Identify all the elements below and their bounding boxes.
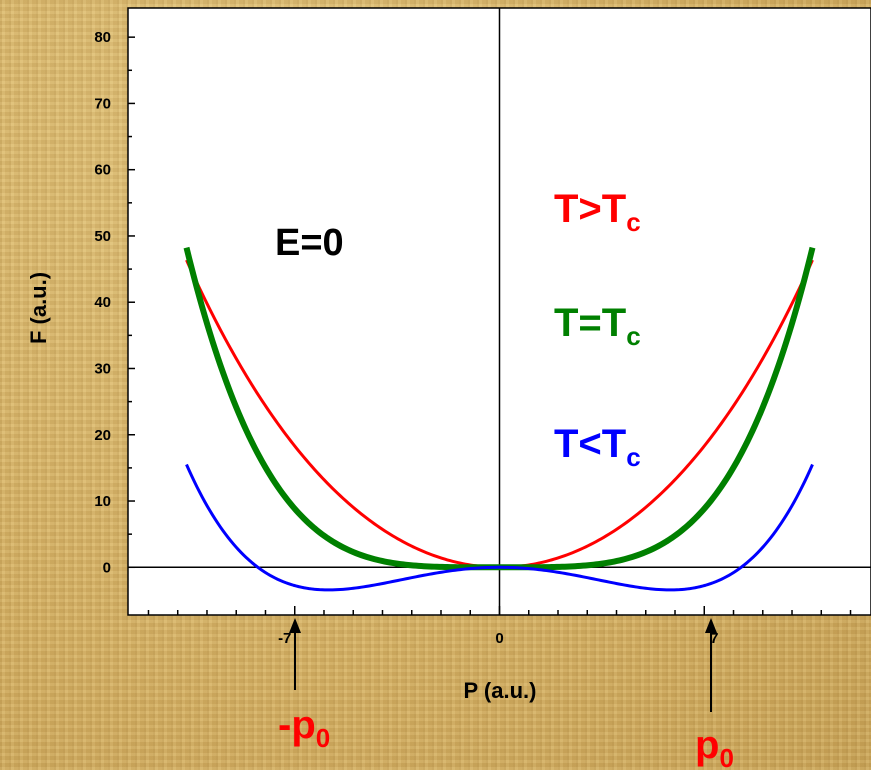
series-line-2 [185,463,814,592]
x-tick-label: 7 [710,630,718,647]
y-tick-label: 70 [94,95,111,112]
x-tick-label: 0 [495,630,503,647]
condition-label: E=0 [275,222,344,264]
y-tick-label: 40 [94,294,111,311]
x-axis-title: P (a.u.) [464,678,537,703]
label-neg-p0: -p0 [278,703,330,753]
series-labels: T>Tc T=Tc T<Tc [554,187,641,472]
x-tick-label: -7 [278,630,291,647]
y-tick-label: 60 [94,162,111,179]
label-t-equals-tc: T=Tc [554,301,641,351]
curves [183,246,816,592]
label-t-above-tc: T>Tc [554,187,641,237]
axis-ticks: 0 10 20 30 40 50 60 70 80 -7 0 7 [94,29,852,647]
minima-markers: -p0 p0 [278,618,734,770]
y-tick-label: 0 [103,559,111,576]
label-pos-p0: p0 [695,723,734,770]
arrow-neg-p0-head [289,618,301,633]
y-tick-label: 20 [94,427,111,444]
y-tick-label: 30 [94,360,111,377]
y-tick-label: 80 [94,29,111,46]
y-axis-title: F (a.u.) [26,272,51,344]
arrow-pos-p0-head [705,618,717,633]
label-t-below-tc: T<Tc [554,422,641,472]
y-tick-label: 10 [94,493,111,510]
y-tick-label: 50 [94,228,111,245]
